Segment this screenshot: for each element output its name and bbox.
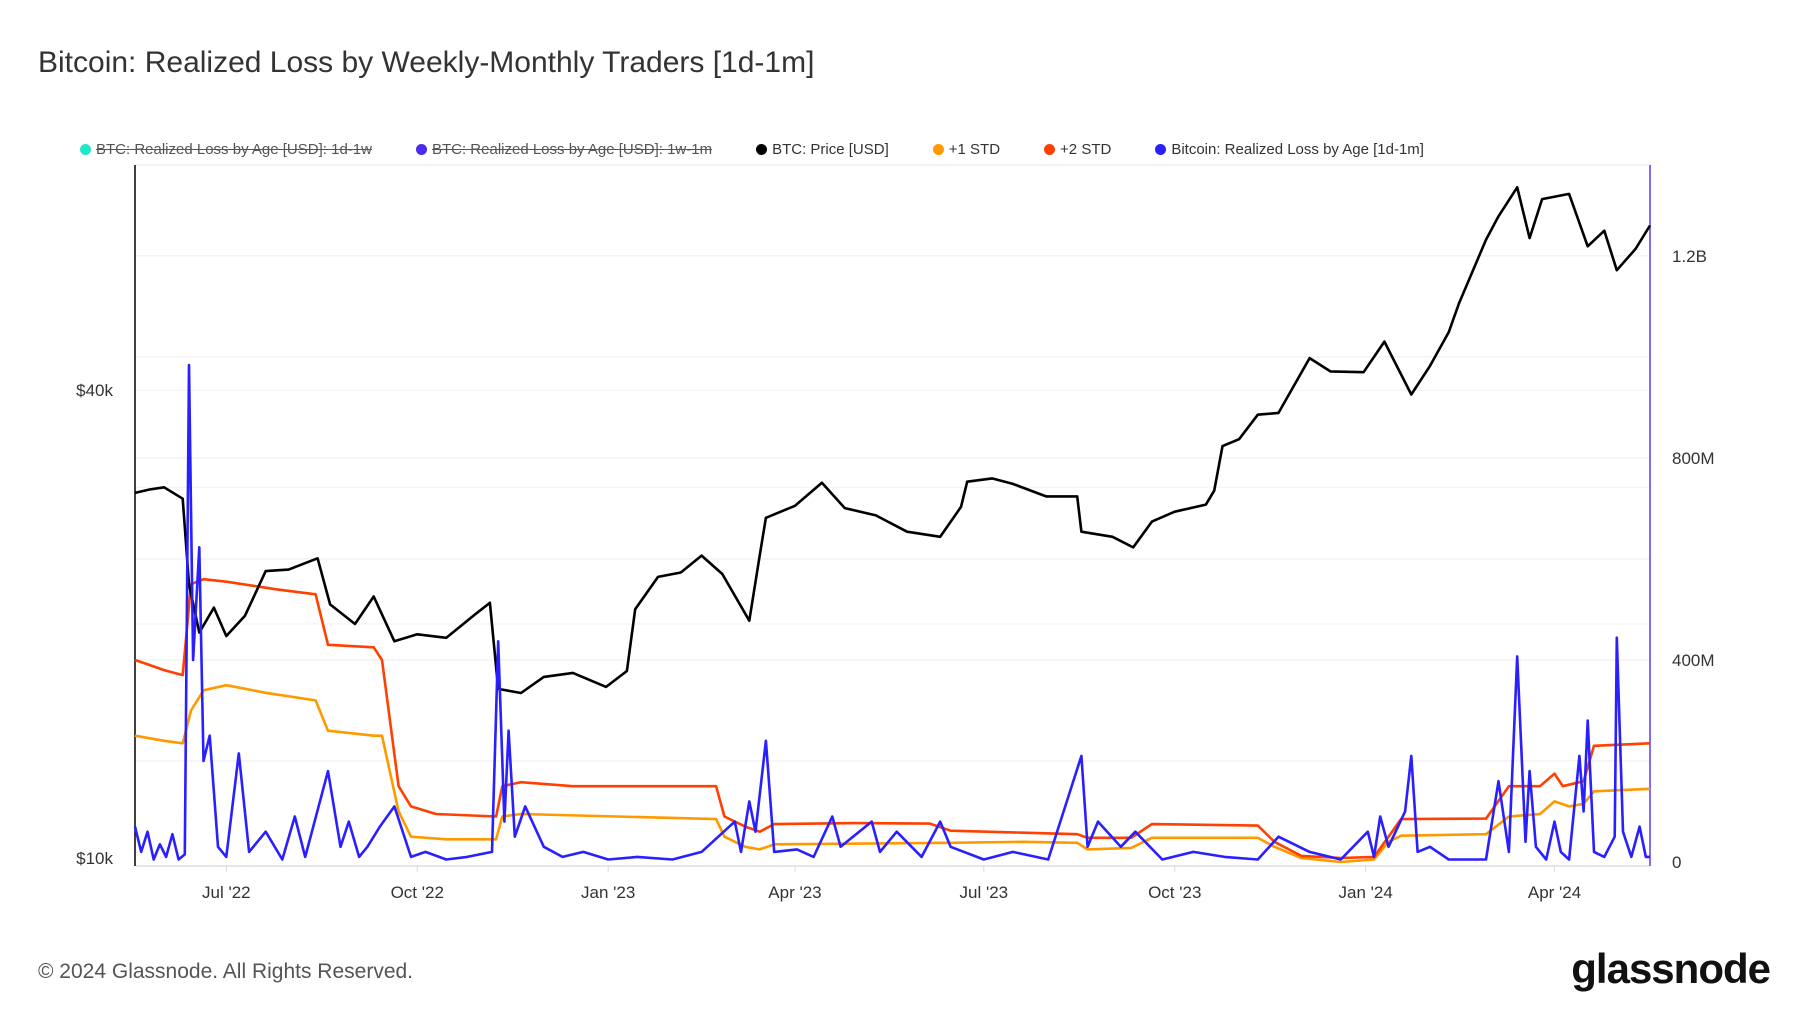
legend-item[interactable]: BTC: Realized Loss by Age [USD]: 1d-1w bbox=[80, 141, 372, 158]
legend-label: BTC: Realized Loss by Age [USD]: 1d-1w bbox=[96, 141, 372, 158]
x-tick-label: Jan '24 bbox=[1339, 883, 1393, 902]
right-tick-label: 1.2B bbox=[1672, 247, 1707, 266]
legend-item[interactable]: BTC: Realized Loss by Age [USD]: 1w-1m bbox=[415, 141, 713, 158]
legend-label: Bitcoin: Realized Loss by Age [1d-1m] bbox=[1171, 141, 1424, 158]
series-line-bitcoin-realized-loss-by-age-1d-1m bbox=[133, 363, 1650, 861]
legend-item[interactable]: Bitcoin: Realized Loss by Age [1d-1m] bbox=[1155, 141, 1424, 158]
legend-item[interactable]: +1 STD bbox=[932, 141, 1001, 158]
legend-dot-icon bbox=[80, 144, 91, 155]
x-tick-label: Apr '23 bbox=[768, 883, 821, 902]
legend-label: +2 STD bbox=[1060, 141, 1112, 158]
right-tick-label: 0 bbox=[1672, 853, 1681, 872]
legend-dot-icon bbox=[415, 144, 427, 155]
left-tick-label: $10k bbox=[76, 849, 113, 868]
grid bbox=[135, 164, 1650, 762]
legend-label: +1 STD bbox=[948, 141, 1001, 158]
right-tick-label: 800M bbox=[1672, 449, 1715, 468]
series-line-2-std bbox=[134, 577, 1651, 860]
axes: Jul '22 Oct '22 Jan '23 Apr '23 Jul '23 Oct '… bbox=[76, 165, 1715, 902]
legend-dot-icon bbox=[932, 144, 944, 155]
series-line-btc-price-usd bbox=[134, 186, 1652, 695]
x-tick-label: Apr '24 bbox=[1528, 883, 1581, 902]
legend-dot-icon bbox=[756, 144, 768, 155]
right-tick-label: 400M bbox=[1672, 651, 1715, 670]
legend-item[interactable]: BTC: Price [USD] bbox=[756, 141, 889, 158]
x-tick-label: Jul '22 bbox=[202, 883, 251, 902]
copyright: © 2024 Glassnode. All Rights Reserved. bbox=[38, 960, 414, 983]
legend-label: BTC: Realized Loss by Age [USD]: 1w-1m bbox=[431, 141, 713, 158]
legend: BTC: Realized Loss by Age [USD]: 1d-1w BT… bbox=[80, 141, 1468, 158]
x-tick-label: Oct '23 bbox=[1148, 883, 1201, 902]
left-tick-label: $40k bbox=[76, 381, 113, 400]
glassnode-logo: glassnode bbox=[1571, 945, 1771, 992]
legend-item[interactable]: +2 STD bbox=[1044, 141, 1111, 158]
x-tick-label: Jan '23 bbox=[581, 883, 635, 902]
chart-title: Bitcoin: Realized Loss by Weekly-Monthly… bbox=[38, 46, 815, 79]
x-tick-label: Jul '23 bbox=[960, 883, 1009, 902]
legend-dot-icon bbox=[1155, 144, 1167, 155]
legend-dot-icon bbox=[1044, 144, 1056, 155]
x-tick-label: Oct '22 bbox=[391, 883, 444, 902]
legend-label: BTC: Price [USD] bbox=[772, 141, 889, 158]
series-lines bbox=[133, 186, 1652, 864]
